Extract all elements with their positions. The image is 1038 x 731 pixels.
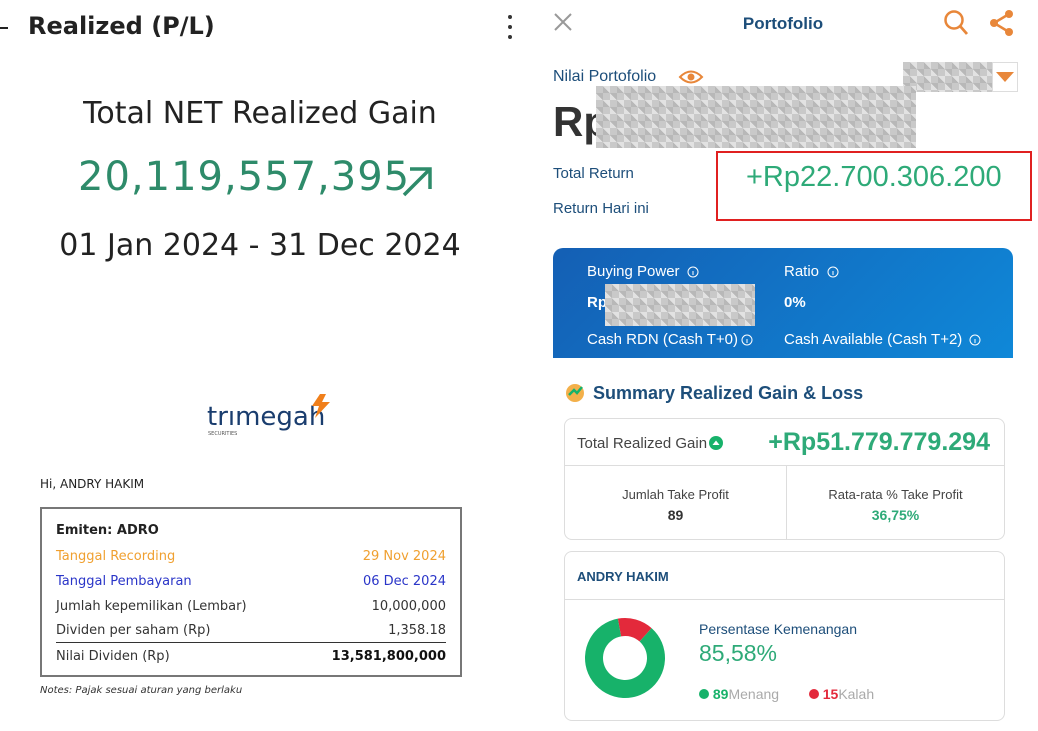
info-icon[interactable] bbox=[687, 266, 699, 278]
broker-logo-sub: SECURITIES bbox=[208, 431, 238, 437]
total-return-label: Total Return bbox=[553, 165, 634, 182]
legend-dot bbox=[808, 689, 819, 699]
up-badge bbox=[709, 436, 723, 450]
row-label: Tanggal Pembayaran bbox=[56, 574, 192, 589]
row-label: Jumlah kepemilikan (Lembar) bbox=[56, 599, 247, 614]
table-row: Tanggal Recording 29 Nov 2024 bbox=[56, 549, 446, 564]
back-arrow[interactable] bbox=[0, 20, 12, 36]
total-return-value: +Rp22.700.306.200 bbox=[746, 161, 1002, 193]
wins-label: Menang bbox=[728, 686, 780, 702]
info-icon[interactable] bbox=[827, 266, 839, 278]
eye-icon[interactable] bbox=[678, 68, 704, 86]
close-icon[interactable] bbox=[553, 12, 573, 32]
separator bbox=[786, 465, 787, 539]
broker-logo: trımegah bbox=[207, 402, 326, 432]
logo-mark bbox=[312, 394, 330, 418]
donut-segment bbox=[585, 618, 665, 698]
legend-dot bbox=[699, 689, 709, 699]
table-row: Dividen per saham (Rp) 1,358.18 bbox=[56, 623, 446, 638]
legend: 89Menang 15Kalah bbox=[699, 686, 874, 702]
buying-power-currency: Rp bbox=[587, 294, 607, 311]
highlight-box bbox=[716, 151, 1032, 221]
table-row: Tanggal Pembayaran 06 Dec 2024 bbox=[56, 574, 446, 589]
row-value: 13,581,800,000 bbox=[331, 649, 446, 664]
row-label: Tanggal Recording bbox=[56, 549, 176, 564]
dividend-table: Emiten: ADRO Tanggal Recording 29 Nov 202… bbox=[40, 507, 462, 677]
more-menu[interactable] bbox=[505, 12, 515, 42]
total-realized-value: +Rp51.779.779.294 bbox=[768, 428, 990, 456]
row-value: 29 Nov 2024 bbox=[362, 549, 446, 564]
search-icon[interactable] bbox=[943, 9, 969, 37]
up-arrow-icon bbox=[402, 167, 432, 197]
summary-icon bbox=[566, 384, 584, 402]
losses-label: Kalah bbox=[838, 686, 875, 702]
info-icon[interactable] bbox=[741, 334, 753, 346]
separator bbox=[565, 599, 1004, 600]
summary-heading: Total NET Realized Gain bbox=[83, 96, 437, 131]
table-title: Emiten: ADRO bbox=[56, 523, 159, 538]
table-row: Nilai Dividen (Rp) 13,581,800,000 bbox=[56, 649, 446, 664]
blurred-buying-power bbox=[605, 284, 755, 326]
wins-count: 89 bbox=[712, 686, 729, 702]
take-profit-count: 89 bbox=[667, 507, 684, 523]
account-name: ANDRY HAKIM bbox=[577, 569, 669, 584]
page-title: Realized (P/L) bbox=[28, 12, 215, 40]
summary-card: Total Realized Gain +Rp51.779.779.294 Ju… bbox=[564, 418, 1005, 540]
share-icon[interactable] bbox=[988, 9, 1016, 37]
row-label: Nilai Dividen (Rp) bbox=[56, 649, 170, 664]
win-rate-title: Persentase Kemenangan bbox=[699, 621, 857, 637]
net-gain-value: 20,119,557,395 bbox=[78, 154, 411, 200]
info-icon[interactable] bbox=[969, 334, 981, 346]
win-loss-card: ANDRY HAKIM Persentase Kemenangan 85,58%… bbox=[564, 551, 1005, 721]
table-row: Jumlah kepemilikan (Lembar) 10,000,000 bbox=[56, 599, 446, 614]
take-profit-avg-label: Rata-rata % Take Profit bbox=[828, 487, 963, 502]
losses-count: 15 bbox=[822, 686, 839, 702]
blurred-account bbox=[903, 62, 993, 92]
take-profit-avg: 36,75% bbox=[871, 507, 920, 523]
row-value: 06 Dec 2024 bbox=[362, 574, 446, 589]
portfolio-label: Nilai Portofolio bbox=[553, 68, 657, 85]
donut-segment bbox=[617, 618, 652, 642]
buying-power-label: Buying Power bbox=[587, 263, 680, 280]
dropdown-button[interactable] bbox=[992, 62, 1018, 92]
table-separator bbox=[56, 642, 446, 643]
win-loss-donut bbox=[585, 618, 665, 698]
account-card: Buying Power Rp Ratio 0% Cash RDN (Cash … bbox=[553, 248, 1013, 358]
greeting: Hi, ANDRY HAKIM bbox=[40, 477, 145, 491]
cash-available-label: Cash Available (Cash T+2) bbox=[784, 331, 963, 348]
ratio-label: Ratio bbox=[784, 263, 820, 280]
period: 01 Jan 2024 - 31 Dec 2024 bbox=[59, 228, 461, 263]
row-value: 10,000,000 bbox=[371, 599, 446, 614]
win-rate-value: 85,58% bbox=[699, 640, 778, 666]
row-value: 1,358.18 bbox=[388, 623, 446, 638]
cash-rdn-label: Cash RDN (Cash T+0) bbox=[587, 331, 739, 348]
app-title: Portofolio bbox=[742, 14, 824, 33]
ratio-value: 0% bbox=[784, 294, 806, 311]
daily-return-label: Return Hari ini bbox=[553, 200, 649, 217]
row-label: Dividen per saham (Rp) bbox=[56, 623, 211, 638]
total-realized-label: Total Realized Gain bbox=[577, 435, 708, 452]
notes: Notes: Pajak sesuai aturan yang berlaku bbox=[40, 685, 243, 696]
take-profit-count-label: Jumlah Take Profit bbox=[622, 487, 729, 502]
separator bbox=[565, 465, 1004, 466]
summary-title: Summary Realized Gain & Loss bbox=[593, 383, 864, 403]
blurred-portfolio-value bbox=[596, 86, 916, 148]
